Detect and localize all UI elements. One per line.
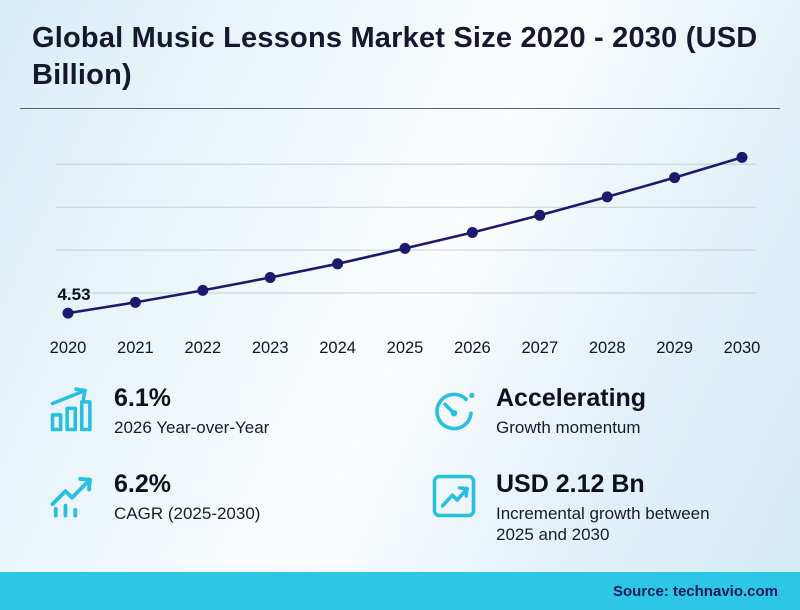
gauge-icon: [428, 384, 480, 436]
stat-incremental-label: Incremental growth between 2025 and 2030: [496, 503, 710, 545]
stat-momentum-text: Accelerating Growth momentum: [496, 384, 646, 438]
x-axis-label: 2026: [454, 339, 491, 357]
chart-box-icon: [428, 470, 480, 522]
line-chart-svg: 4.53 2020 2021 2022 2023 2024 2025 2026 2027 2028…: [50, 152, 761, 357]
trend-up-bars-icon: [46, 470, 98, 522]
stat-incremental: USD 2.12 Bn Incremental growth between 2…: [428, 470, 780, 545]
stat-momentum-value: Accelerating: [496, 384, 647, 413]
header: Global Music Lessons Market Size 2020 - …: [0, 0, 800, 106]
market-size-line-chart: 4.53 2020 2021 2022 2023 2024 2025 2026 2027 2028…: [0, 109, 800, 366]
x-axis-label: 2030: [724, 339, 761, 357]
stat-momentum-label: Growth momentum: [496, 417, 641, 437]
x-axis-label: 2028: [589, 339, 626, 357]
stats-grid: 6.1% 2026 Year-over-Year Accelerating Gr…: [0, 366, 800, 545]
x-axis-label: 2024: [319, 339, 356, 357]
page-title: Global Music Lessons Market Size 2020 - …: [32, 22, 758, 92]
stat-incremental-value: USD 2.12 Bn: [496, 470, 645, 499]
bar-chart-growth-icon: [46, 384, 98, 436]
x-axis-label: 2023: [252, 339, 289, 357]
x-axis-label: 2027: [521, 339, 558, 357]
stat-cagr-value: 6.2%: [114, 470, 171, 499]
first-point-label: 4.53: [57, 285, 90, 304]
x-axis-label: 2029: [656, 339, 693, 357]
x-axis-label: 2021: [117, 339, 154, 357]
stat-yoy-text: 6.1% 2026 Year-over-Year: [114, 384, 269, 438]
stat-yoy-label: 2026 Year-over-Year: [114, 417, 270, 437]
stat-incremental-text: USD 2.12 Bn Incremental growth between 2…: [496, 470, 721, 545]
x-axis-label: 2020: [50, 339, 87, 357]
x-axis-label: 2025: [387, 339, 424, 357]
stat-cagr-text: 6.2% CAGR (2025-2030): [114, 470, 260, 524]
stat-momentum: Accelerating Growth momentum: [428, 384, 780, 438]
source-attribution: Source: technavio.com: [612, 582, 778, 600]
x-axis-label: 2022: [184, 339, 221, 357]
stat-yoy: 6.1% 2026 Year-over-Year: [46, 384, 398, 438]
stat-yoy-value: 6.1%: [114, 384, 171, 413]
title-divider: [20, 108, 780, 110]
stat-cagr: 6.2% CAGR (2025-2030): [46, 470, 398, 545]
stat-cagr-label: CAGR (2025-2030): [114, 503, 261, 523]
footer-bar: Source: technavio.com: [0, 572, 800, 610]
